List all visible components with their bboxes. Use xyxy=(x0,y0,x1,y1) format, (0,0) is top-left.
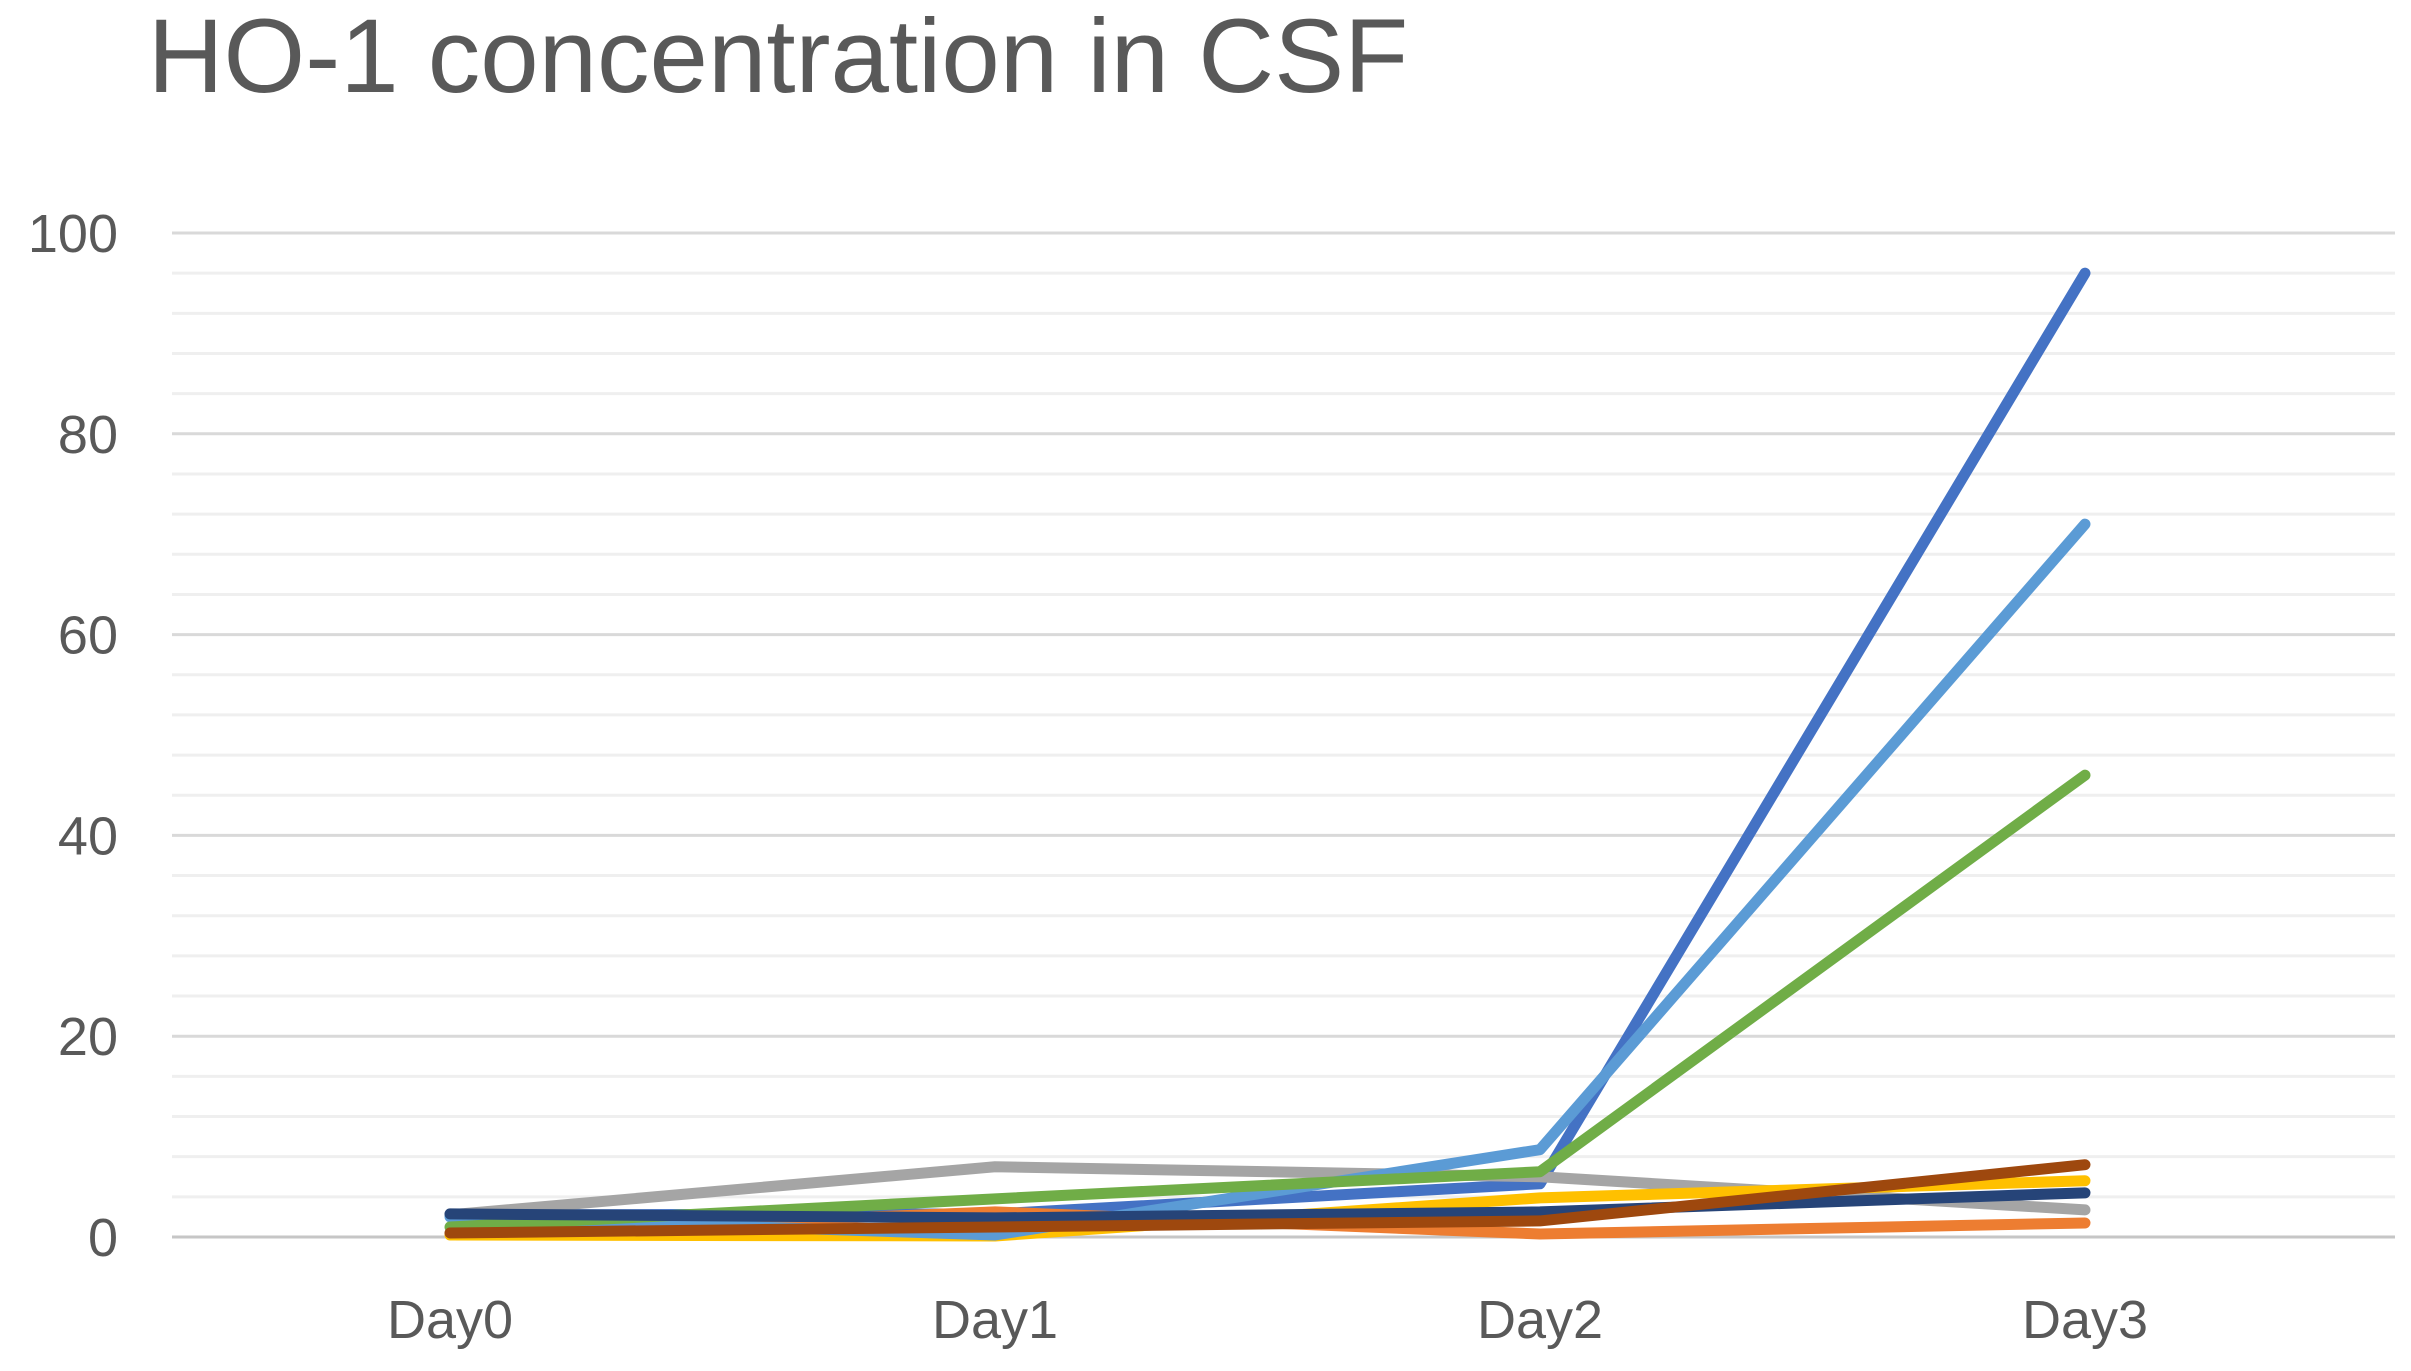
y-axis-label: 100 xyxy=(28,204,118,264)
y-axis-label: 20 xyxy=(58,1007,118,1067)
series-line-green xyxy=(444,769,2091,1233)
y-axis-label: 60 xyxy=(58,606,118,666)
series-line-light-blue xyxy=(444,518,2091,1241)
y-axis-labels: 0 20 40 60 80 100 xyxy=(28,204,118,1268)
series-line-dark-blue xyxy=(444,1187,2091,1224)
series-line-blue xyxy=(444,267,2091,1221)
x-axis-label: Day3 xyxy=(2022,1290,2148,1350)
gridlines xyxy=(172,231,2395,1239)
y-axis-label: 80 xyxy=(58,405,118,465)
x-axis-label: Day0 xyxy=(387,1290,513,1350)
x-axis-label: Day1 xyxy=(932,1290,1058,1350)
series-line-dark-orange xyxy=(444,1159,2091,1239)
y-axis-label: 40 xyxy=(58,806,118,866)
series-lines xyxy=(444,267,2091,1242)
x-axis-labels: Day0 Day1 Day2 Day3 xyxy=(387,1290,2148,1350)
chart-title: HO-1 concentration in CSF xyxy=(148,0,1409,115)
y-axis-label: 0 xyxy=(88,1208,118,1268)
x-axis-label: Day2 xyxy=(1477,1290,1603,1350)
